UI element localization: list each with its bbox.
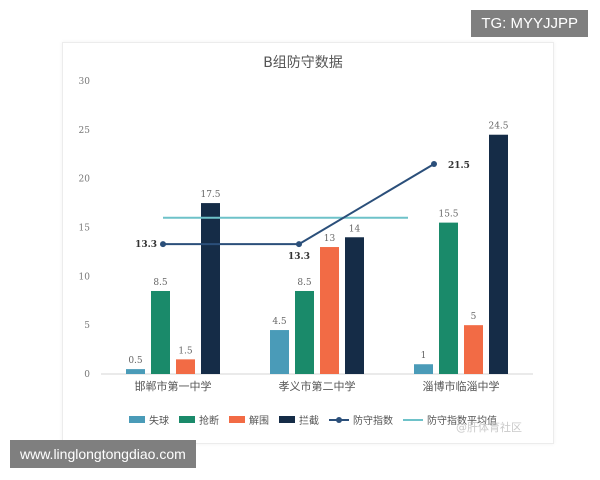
y-axis: 0 5 10 15 20 25 30 — [79, 77, 91, 380]
x-tick-label: 淄博市临淄中学 — [423, 379, 500, 393]
y-tick-label: 20 — [79, 175, 91, 185]
bar — [270, 330, 289, 374]
legend-label: 防守指数 — [353, 414, 393, 427]
chart-title: B组防守数据 — [263, 55, 343, 71]
bar — [345, 237, 364, 374]
bar-data-label: 13 — [324, 234, 336, 244]
bar-data-label: 5 — [471, 312, 477, 322]
bar-data-label: 4.5 — [272, 317, 287, 327]
chart-legend: 失球 抢断 解围 拦截 防守指数 防守指数平均值 — [129, 414, 497, 427]
bar — [176, 359, 195, 374]
y-tick-label: 30 — [79, 77, 91, 87]
legend-label: 抢断 — [199, 414, 219, 427]
bar — [320, 247, 339, 374]
y-tick-label: 5 — [84, 321, 90, 331]
bar-data-label: 17.5 — [200, 190, 220, 200]
x-axis: 邯郸市第一中学 孝义市第二中学 淄博市临淄中学 — [101, 373, 533, 393]
site-overlay-label: www.linglongtongdiao.com — [10, 440, 196, 468]
legend-swatch — [179, 416, 195, 423]
legend-label: 失球 — [149, 414, 169, 427]
legend-swatch — [229, 416, 245, 423]
bar — [464, 325, 483, 374]
bar-data-label: 8.5 — [153, 278, 168, 288]
legend-label: 解围 — [249, 414, 269, 427]
bar-data-label: 14 — [349, 224, 361, 234]
bar-data-label: 1 — [421, 351, 427, 361]
bar-data-label: 24.5 — [488, 122, 508, 132]
bar — [489, 134, 508, 374]
bar — [295, 290, 314, 374]
bar-data-label: 0.5 — [128, 356, 143, 366]
y-tick-label: 15 — [79, 224, 91, 234]
bar-data-label: 8.5 — [297, 278, 312, 288]
index-data-label: 13.3 — [288, 252, 310, 262]
bar-data-label: 1.5 — [178, 346, 193, 356]
x-tick-label: 孝义市第二中学 — [279, 379, 356, 393]
legend-swatch — [279, 416, 295, 423]
index-line-point — [296, 241, 302, 248]
watermark-text: @肝体育社区 — [456, 421, 522, 434]
y-tick-label: 25 — [79, 126, 91, 136]
index-data-label: 21.5 — [448, 161, 470, 171]
y-tick-label: 10 — [79, 272, 91, 282]
bar-data-label: 15.5 — [438, 210, 458, 220]
x-tick-label: 邯郸市第一中学 — [135, 379, 212, 393]
legend-marker — [336, 417, 342, 423]
bar — [126, 369, 145, 374]
bar — [201, 203, 220, 374]
legend-label: 拦截 — [299, 414, 319, 427]
index-data-label: 13.3 — [135, 240, 157, 250]
index-line-point — [160, 241, 166, 248]
legend-swatch — [129, 416, 145, 423]
index-line-point — [431, 161, 437, 168]
bar — [414, 364, 433, 374]
bar — [439, 222, 458, 374]
legend-label: 防守指数平均值 — [427, 414, 497, 427]
y-tick-label: 0 — [84, 370, 90, 380]
bar — [151, 290, 170, 374]
tg-overlay-label: TG: MYYJJPP — [471, 10, 588, 37]
chart-panel: B组防守数据 0 5 10 15 20 25 30 邯郸市第一中学 孝义市第二中学 淄博市临淄中… — [62, 42, 554, 444]
index-line: 13.3 13.3 21.5 — [135, 161, 470, 262]
bar-series: 0.5 4.5 1 8.5 8.5 15.5 1.5 13 5 17.5 14 24.5 — [126, 122, 509, 374]
